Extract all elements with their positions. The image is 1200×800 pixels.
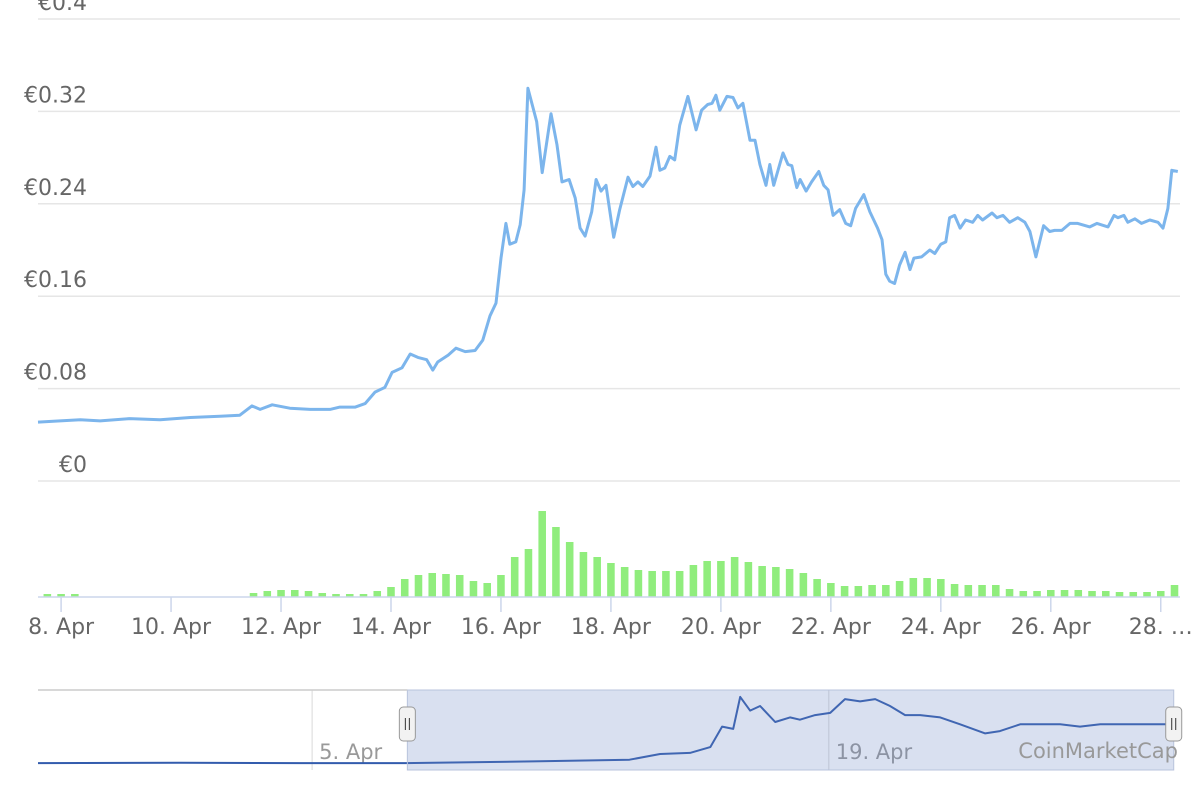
volume-bar xyxy=(318,593,327,597)
volume-bar xyxy=(620,567,629,597)
volume-bar xyxy=(799,573,808,597)
volume-bar xyxy=(909,578,918,597)
x-tick-label: 24. Apr xyxy=(901,615,982,640)
volume-bar xyxy=(813,579,821,597)
volume-bar xyxy=(992,585,1000,597)
volume-bar xyxy=(373,591,382,597)
volume-bar xyxy=(565,542,574,597)
volume-bar xyxy=(730,557,739,597)
volume-bar xyxy=(1101,591,1110,597)
volume-bar xyxy=(579,552,588,597)
volume-bar xyxy=(277,590,285,597)
volume-bar xyxy=(304,591,313,597)
volume-bar xyxy=(923,578,931,597)
volume-bar xyxy=(469,581,478,597)
volume-bar xyxy=(648,571,656,597)
credits: CoinMarketCap xyxy=(1018,739,1178,763)
volume-bar xyxy=(510,557,519,597)
volume-bar xyxy=(1033,591,1041,597)
volume-bar xyxy=(290,590,299,597)
volume-bar xyxy=(1143,592,1151,597)
volume-bar xyxy=(455,575,464,597)
nav-tick-label: 5. Apr xyxy=(319,740,382,764)
volume-bar xyxy=(71,594,79,597)
volume-bar xyxy=(689,565,698,597)
volume-bar xyxy=(717,561,725,597)
navigator-handle[interactable] xyxy=(398,706,416,742)
volume-bar xyxy=(868,585,876,597)
volume-bar xyxy=(538,511,546,597)
x-tick-label: 22. Apr xyxy=(791,615,872,640)
volume-bar xyxy=(758,566,766,597)
volume-bar xyxy=(1005,589,1014,597)
navigator-handle[interactable] xyxy=(1165,706,1183,742)
volume-bar xyxy=(1129,592,1138,597)
y-tick-label: €0.08 xyxy=(24,361,87,386)
price-line xyxy=(37,86,1179,424)
volume-bar xyxy=(497,575,505,597)
volume-bar xyxy=(593,557,601,597)
handle-body xyxy=(398,706,416,742)
x-tick-label: 16. Apr xyxy=(461,615,542,640)
x-tick-label: 12. Apr xyxy=(241,615,322,640)
volume-bar xyxy=(964,585,973,597)
volume-bar xyxy=(978,585,986,597)
x-tick-label: 20. Apr xyxy=(681,615,762,640)
volume-bar xyxy=(744,562,753,597)
y-tick-label: €0.32 xyxy=(24,83,87,108)
volume-bar xyxy=(1019,591,1028,597)
volume-bar xyxy=(882,585,890,597)
volume-bar xyxy=(827,583,835,597)
volume-bar xyxy=(552,527,560,597)
volume-bar xyxy=(483,583,491,597)
y-tick-label: €0.24 xyxy=(24,176,87,201)
volume-bar xyxy=(675,571,684,597)
x-tick-label: 26. Apr xyxy=(1011,615,1092,640)
volume-bar xyxy=(387,587,395,597)
volume-bar xyxy=(1156,591,1165,597)
volume-bar xyxy=(1088,591,1096,597)
x-tick-label: 8. Apr xyxy=(28,615,95,640)
volume-bar xyxy=(937,579,945,597)
volume-bar xyxy=(1074,590,1083,597)
handle-body xyxy=(1165,706,1183,742)
volume-bar xyxy=(607,563,615,597)
volume-bar xyxy=(332,594,340,597)
x-tick-label: 14. Apr xyxy=(351,615,432,640)
navigator-line xyxy=(37,695,1170,765)
x-tick-label: 18. Apr xyxy=(571,615,652,640)
volume-bar xyxy=(854,586,863,597)
volume-bar xyxy=(57,594,65,597)
y-tick-label: €0 xyxy=(59,453,87,478)
volume-bar xyxy=(263,591,272,597)
volume-bar xyxy=(400,579,409,597)
volume-bar xyxy=(1060,590,1069,597)
volume-bar xyxy=(840,586,849,597)
volume-bar xyxy=(414,575,423,597)
volume-bar xyxy=(249,593,258,597)
volume-bar xyxy=(772,567,780,597)
y-tick-label: €0.16 xyxy=(24,268,87,293)
volume-bar xyxy=(662,571,670,597)
nav-tick-label: 19. Apr xyxy=(836,740,913,764)
volume-bar xyxy=(442,574,450,597)
volume-bar xyxy=(785,569,794,597)
volume-bar xyxy=(428,573,437,597)
volume-bar xyxy=(43,594,52,597)
x-tick-label: 10. Apr xyxy=(131,615,212,640)
volume-bar xyxy=(950,584,959,597)
volume-bar xyxy=(345,594,354,597)
volume-bar xyxy=(524,549,533,597)
x-tick-label: 28. … xyxy=(1129,615,1193,640)
volume-bar xyxy=(1115,592,1124,597)
volume-bar xyxy=(1170,585,1179,597)
y-tick-label: €0.4 xyxy=(38,0,87,16)
navigator-mask xyxy=(406,689,1175,771)
volume-bar xyxy=(634,570,643,597)
volume-bar xyxy=(703,561,711,597)
volume-bar xyxy=(895,581,904,597)
volume-bar xyxy=(1047,590,1055,597)
volume-bar xyxy=(359,594,368,597)
